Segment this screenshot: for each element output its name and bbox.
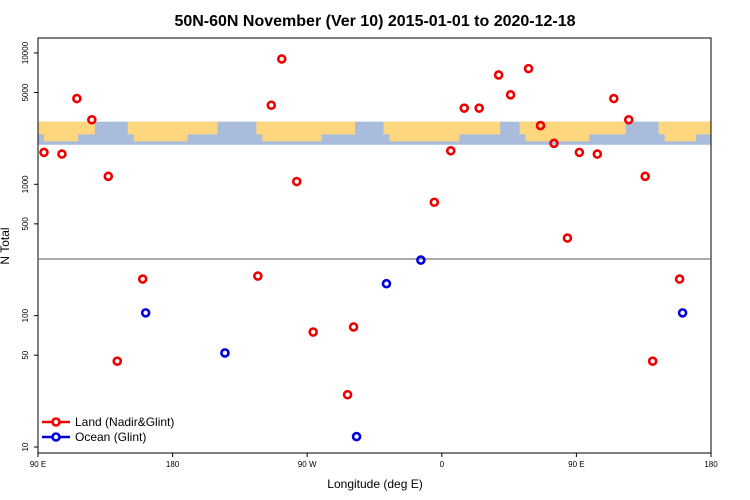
map-land (383, 121, 501, 135)
y-axis: 10 50 100 500 1000 5000 10000 (21, 41, 38, 451)
x-tick-label: 180 (704, 460, 718, 469)
point-land (57, 149, 67, 159)
x-axis-title: Longitude (deg E) (327, 477, 422, 491)
legend: Land (Nadir&Glint)Ocean (Glint) (42, 415, 174, 444)
map-land (389, 133, 460, 142)
point-land (674, 274, 685, 284)
point-land (308, 327, 318, 337)
point-land (445, 145, 456, 156)
point-land (549, 138, 559, 149)
point-land (459, 103, 470, 113)
y-tick-label: 1000 (21, 175, 30, 193)
y-tick-label: 50 (21, 350, 30, 359)
point-land (291, 176, 302, 187)
point-land (623, 114, 634, 125)
point-ocean (416, 255, 426, 265)
point-ocean (381, 278, 392, 289)
point-land (640, 171, 650, 182)
legend-marker-ocean (51, 432, 61, 442)
map-land (38, 121, 95, 135)
point-land (87, 114, 97, 125)
y-tick-label: 10 (21, 442, 30, 451)
y-tick-label: 500 (21, 217, 30, 231)
legend-marker-land (51, 417, 61, 427)
point-land (474, 103, 484, 113)
map-land (664, 133, 697, 142)
point-land (112, 356, 123, 366)
x-tick-label: 0 (440, 460, 445, 469)
y-tick-label: 10000 (21, 41, 30, 64)
x-tick-label: 180 (166, 460, 180, 469)
map-land (519, 121, 626, 135)
point-land (562, 233, 573, 243)
map-land (525, 133, 590, 142)
point-land (523, 63, 534, 74)
point-land (608, 93, 619, 104)
point-land (276, 54, 287, 64)
y-axis-title: N Total (0, 227, 12, 264)
point-land (253, 271, 263, 281)
plot-frame (37, 37, 712, 454)
point-land (574, 147, 585, 158)
point-land (348, 322, 359, 332)
point-ocean (140, 308, 151, 318)
point-land (592, 149, 603, 159)
map-land (44, 133, 79, 142)
point-land (39, 147, 49, 158)
point-land (137, 274, 148, 284)
point-land (505, 90, 516, 100)
point-ocean (677, 308, 688, 318)
point-land (72, 93, 82, 104)
data-points (39, 54, 688, 442)
y-tick-label: 5000 (21, 83, 30, 101)
map-land (256, 121, 356, 135)
x-tick-label: 90 E (568, 460, 584, 469)
x-tick-label: 90 W (298, 460, 317, 469)
point-land (429, 197, 440, 208)
point-land (103, 171, 114, 182)
x-tick-label: 90 E (30, 460, 46, 469)
map-band (38, 121, 711, 145)
chart-title: 50N-60N November (Ver 10) 2015-01-01 to … (174, 13, 575, 30)
map-land (127, 121, 218, 135)
point-land (266, 100, 277, 111)
point-land (342, 389, 353, 400)
point-ocean (351, 431, 362, 442)
y-tick-label: 100 (21, 308, 30, 322)
point-ocean (220, 348, 230, 358)
plot-border (37, 37, 712, 454)
map-land (658, 121, 711, 135)
legend-label-land: Land (Nadir&Glint) (75, 415, 174, 429)
x-axis: 90 E 180 90 W 0 90 E 180 (30, 453, 718, 469)
point-land (647, 356, 658, 366)
point-land (535, 120, 546, 131)
map-land (262, 133, 322, 142)
legend-label-ocean: Ocean (Glint) (75, 430, 146, 444)
map-land (133, 133, 188, 142)
point-land (493, 70, 504, 80)
